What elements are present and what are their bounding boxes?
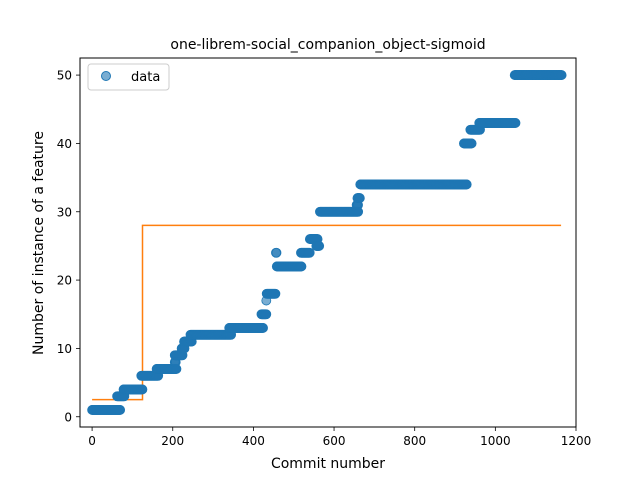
data-point — [354, 193, 365, 203]
x-tick-label: 400 — [242, 434, 265, 448]
x-tick-label: 600 — [323, 434, 346, 448]
x-tick-label: 800 — [403, 434, 426, 448]
y-axis-label: Number of instance of a feature — [31, 131, 47, 355]
axes-frame — [79, 57, 577, 428]
y-tick-label: 20 — [57, 274, 72, 288]
chart-title: one-librem-social_companion_object-sigmo… — [170, 37, 485, 53]
data-point — [258, 323, 268, 333]
legend-marker-data — [101, 71, 111, 81]
data-point — [296, 261, 307, 272]
data-point — [556, 70, 567, 80]
y-tick-label: 0 — [64, 410, 72, 424]
y-tick-label: 10 — [57, 342, 72, 356]
data-point — [314, 241, 325, 251]
data-point — [510, 118, 521, 128]
x-axis-label: Commit number — [271, 456, 385, 472]
legend: data — [87, 63, 170, 91]
data-point — [115, 405, 126, 415]
x-tick-label: 0 — [88, 434, 96, 448]
data-point — [270, 288, 281, 299]
data-point — [466, 138, 477, 149]
x-tick-label: 200 — [161, 434, 184, 448]
data-point — [271, 247, 282, 258]
x-tick-label: 1000 — [480, 434, 511, 448]
legend-box — [87, 63, 170, 91]
x-tick-label: 1200 — [561, 434, 592, 448]
y-tick-label: 50 — [57, 69, 72, 83]
data-point — [304, 247, 315, 258]
data-point — [137, 384, 148, 395]
data-point — [461, 179, 472, 190]
x-ticks: 0 200 400 600 800 1000 1200 — [88, 427, 591, 448]
y-tick-label: 40 — [57, 137, 72, 151]
y-ticks: 0 10 20 30 40 50 — [57, 69, 80, 424]
y-tick-label: 30 — [57, 205, 72, 219]
legend-label-data: data — [131, 70, 160, 85]
data-points-layer — [87, 70, 567, 415]
data-point — [261, 309, 272, 320]
